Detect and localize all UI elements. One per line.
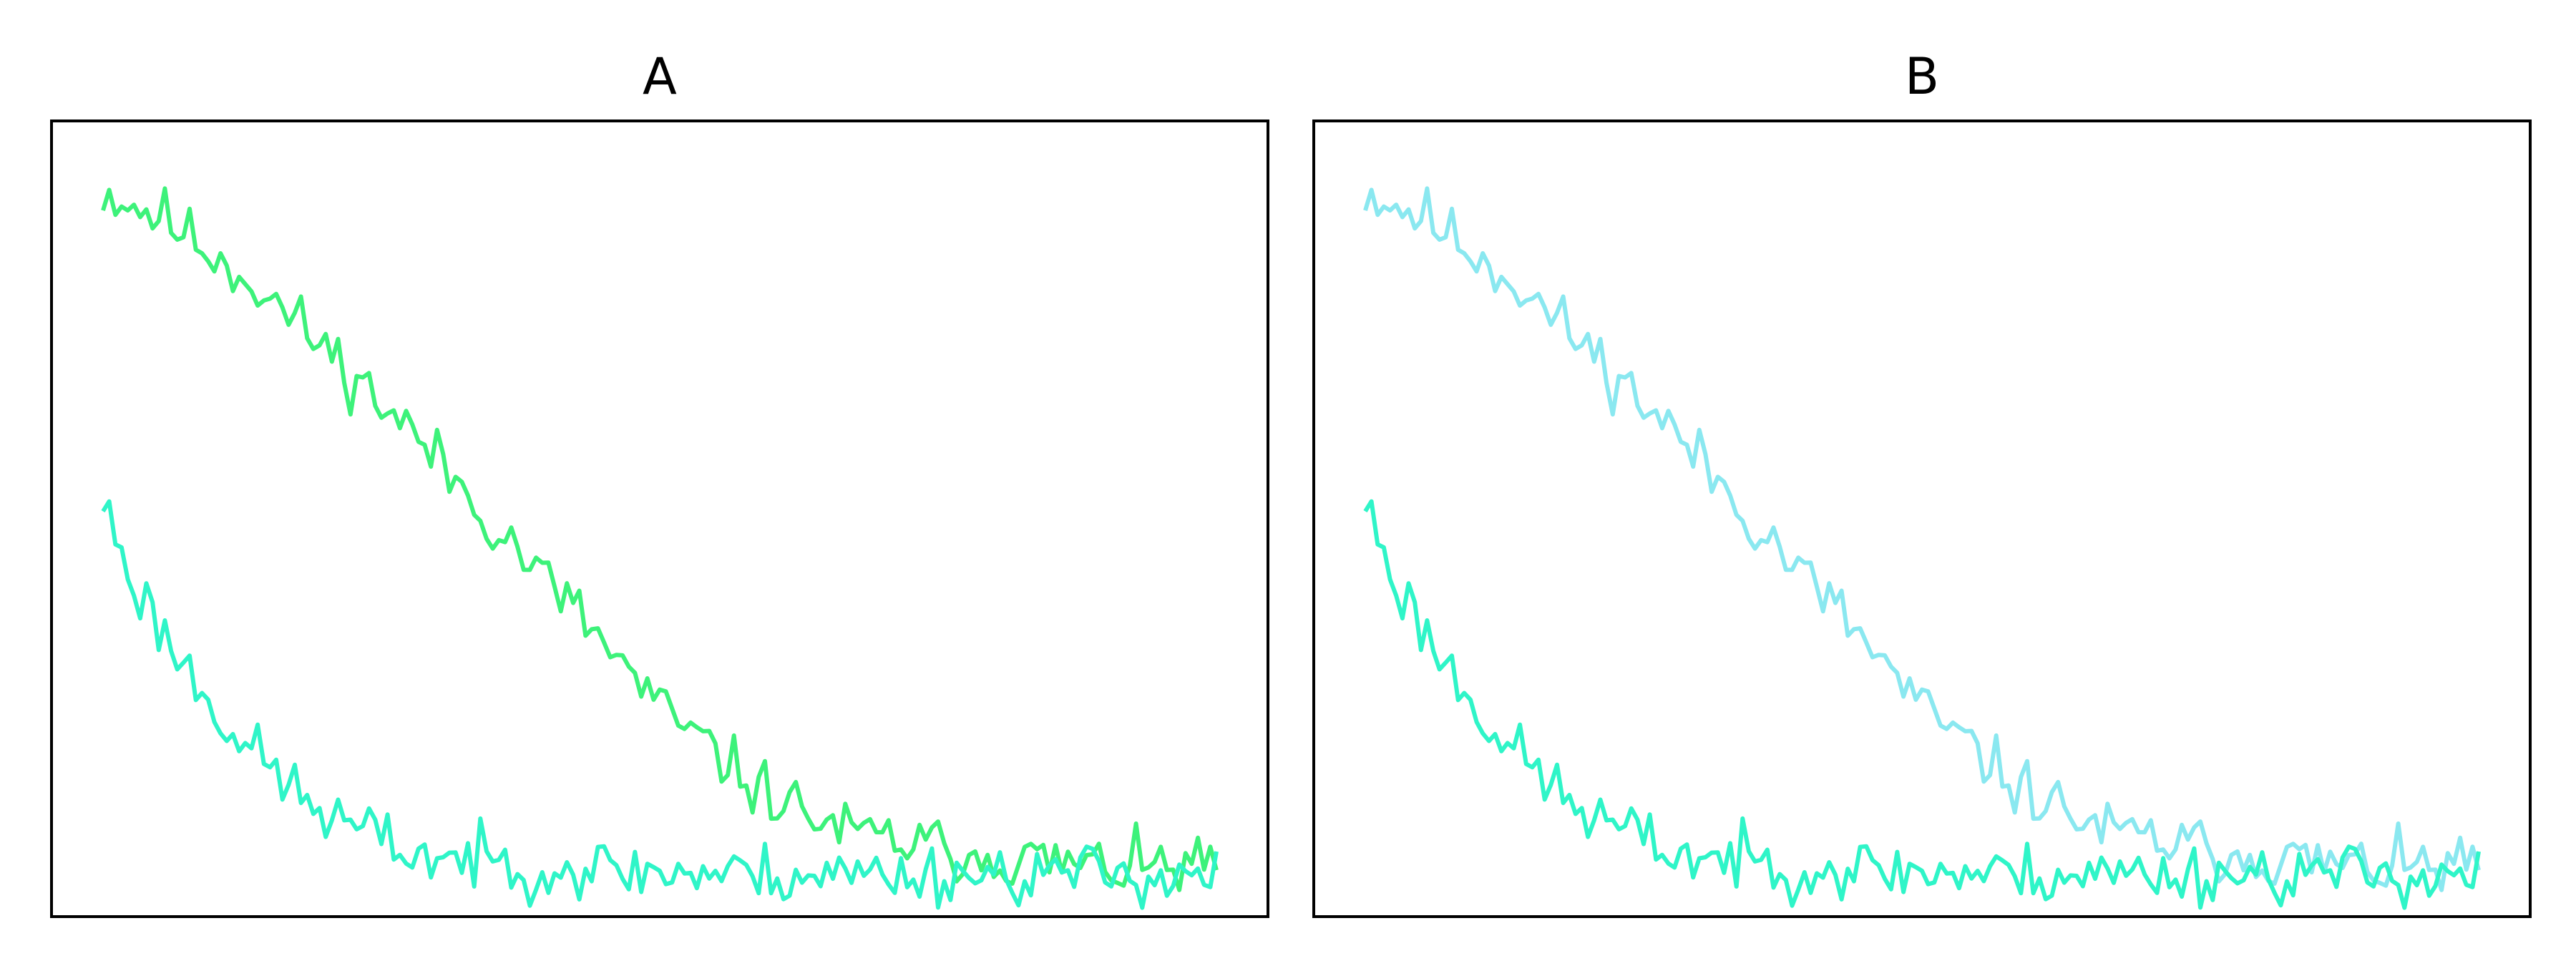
series-line-2 xyxy=(1363,499,2481,910)
series-line-2 xyxy=(101,499,1219,910)
subplot-title: B xyxy=(1904,47,1940,106)
subplot-a: A xyxy=(50,47,1269,918)
series-line-1 xyxy=(101,186,1219,892)
subplot-b: B xyxy=(1288,0,2576,966)
line-plot xyxy=(1363,186,2481,910)
line-plot xyxy=(101,186,1219,910)
plot-area xyxy=(1312,119,2532,918)
series-line-1 xyxy=(1363,186,2481,892)
subplot-title: A xyxy=(643,47,677,106)
plot-area xyxy=(50,119,1269,918)
